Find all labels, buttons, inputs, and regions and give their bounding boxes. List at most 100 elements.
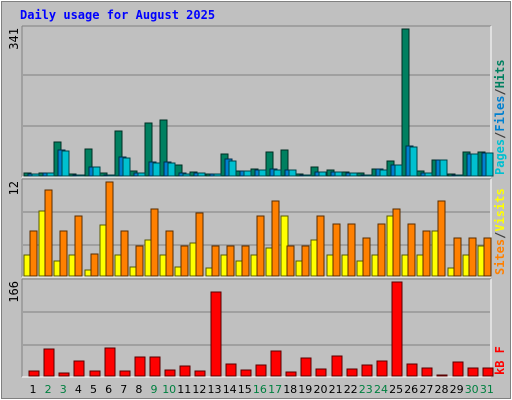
x-tick-label: 22 — [344, 383, 358, 396]
x-tick-label: 17 — [268, 383, 282, 396]
bar-pages-day-18 — [288, 169, 297, 177]
bar-pages-day-30 — [470, 153, 479, 177]
legend-top: Pages/Files/Hits — [493, 59, 507, 175]
bar-sites-day-26 — [407, 223, 416, 277]
bar-kb-f-day-2 — [43, 348, 55, 377]
x-tick-label: 14 — [223, 383, 237, 396]
bar-pages-day-19 — [303, 174, 312, 177]
bar-kb-f-day-26 — [406, 363, 418, 377]
bar-kb-f-day-5 — [89, 370, 101, 377]
legend-item: / — [493, 88, 507, 95]
legend-bottom: kB F — [493, 346, 507, 375]
x-tick-label: 19 — [298, 383, 312, 396]
bar-pages-day-17 — [273, 169, 282, 177]
x-tick-label: 6 — [105, 383, 112, 396]
bar-sites-day-25 — [392, 208, 401, 277]
bar-kb-f-day-3 — [58, 372, 70, 377]
bar-kb-f-day-13 — [210, 291, 222, 377]
bar-pages-day-22 — [349, 172, 358, 177]
bar-kb-f-day-21 — [331, 355, 343, 377]
bar-pages-day-5 — [92, 166, 101, 177]
x-tick-label: 11 — [177, 383, 191, 396]
bar-sites-day-15 — [241, 245, 250, 277]
bar-sites-day-21 — [332, 223, 341, 277]
bar-pages-day-9 — [152, 162, 161, 177]
bar-kb-f-day-27 — [421, 367, 433, 377]
bar-sites-day-1 — [29, 230, 38, 277]
bar-kb-f-day-14 — [225, 363, 237, 377]
x-tick-label: 23 — [359, 383, 373, 396]
legend-item: / — [493, 132, 507, 139]
bar-kb-f-day-24 — [376, 360, 388, 377]
x-tick-label: 13 — [208, 383, 222, 396]
bar-pages-day-8 — [137, 172, 146, 177]
bar-sites-day-8 — [135, 245, 144, 277]
bar-pages-day-14 — [228, 160, 237, 177]
legend-item: Sites — [493, 239, 507, 275]
x-tick-label: 25 — [389, 383, 403, 396]
bar-sites-day-6 — [105, 181, 114, 277]
x-tick-label: 8 — [135, 383, 142, 396]
x-tick-label: 28 — [435, 383, 449, 396]
bar-kb-f-day-30 — [467, 367, 479, 377]
bar-kb-f-day-22 — [346, 368, 358, 377]
bar-kb-f-day-29 — [452, 361, 464, 377]
x-tick-label: 12 — [192, 383, 206, 396]
x-tick-label: 24 — [374, 383, 388, 396]
bar-sites-day-11 — [180, 245, 189, 277]
bar-pages-day-23 — [364, 174, 373, 177]
bar-pages-day-6 — [107, 174, 116, 177]
bar-sites-day-28 — [437, 200, 446, 277]
x-tick-label: 16 — [253, 383, 267, 396]
bar-sites-day-23 — [362, 237, 371, 277]
x-tick-label: 15 — [238, 383, 252, 396]
x-tick-label: 29 — [450, 383, 464, 396]
legend-middle: Sites/Visits — [493, 188, 507, 275]
bar-pages-day-7 — [122, 157, 131, 177]
x-tick-label: 18 — [283, 383, 297, 396]
bar-kb-f-day-11 — [179, 365, 191, 377]
bar-pages-day-4 — [76, 174, 85, 177]
bar-kb-f-day-4 — [73, 360, 85, 377]
bar-sites-day-31 — [483, 237, 492, 277]
bar-kb-f-day-28 — [436, 374, 448, 377]
bar-kb-f-day-20 — [315, 368, 327, 377]
bar-pages-day-1 — [31, 173, 40, 177]
bar-sites-day-17 — [271, 200, 280, 277]
y-max-label-middle: 12 — [7, 181, 21, 195]
bar-pages-day-24 — [379, 169, 388, 177]
bar-kb-f-day-12 — [194, 370, 206, 377]
bar-kb-f-day-7 — [119, 370, 131, 377]
bar-pages-day-3 — [61, 150, 70, 177]
bar-pages-day-13 — [213, 173, 222, 177]
x-tick-label: 10 — [162, 383, 176, 396]
bar-kb-f-day-25 — [391, 281, 403, 377]
y-max-label-bottom: 166 — [7, 281, 21, 303]
bar-pages-day-15 — [243, 170, 252, 177]
bar-sites-day-27 — [422, 230, 431, 277]
bar-kb-f-day-1 — [28, 370, 40, 377]
x-tick-label: 21 — [329, 383, 343, 396]
bar-sites-day-30 — [468, 237, 477, 277]
bar-sites-day-29 — [453, 237, 462, 277]
bar-pages-day-2 — [46, 172, 55, 177]
x-tick-label: 5 — [90, 383, 97, 396]
bar-kb-f-day-18 — [285, 371, 297, 377]
bar-pages-day-25 — [394, 164, 403, 177]
bar-sites-day-14 — [226, 245, 235, 277]
bar-pages-day-10 — [167, 162, 176, 177]
bar-kb-f-day-6 — [104, 347, 116, 377]
bar-kb-f-day-8 — [134, 356, 146, 377]
bar-pages-day-28 — [439, 159, 448, 177]
bar-kb-f-day-17 — [270, 350, 282, 377]
bar-sites-day-10 — [165, 230, 174, 277]
panel-bottom: 166 kB F — [7, 278, 507, 378]
bar-pages-day-21 — [334, 171, 343, 177]
bar-pages-day-16 — [258, 169, 267, 177]
bar-kb-f-day-10 — [164, 369, 176, 377]
x-tick-label: 30 — [465, 383, 479, 396]
